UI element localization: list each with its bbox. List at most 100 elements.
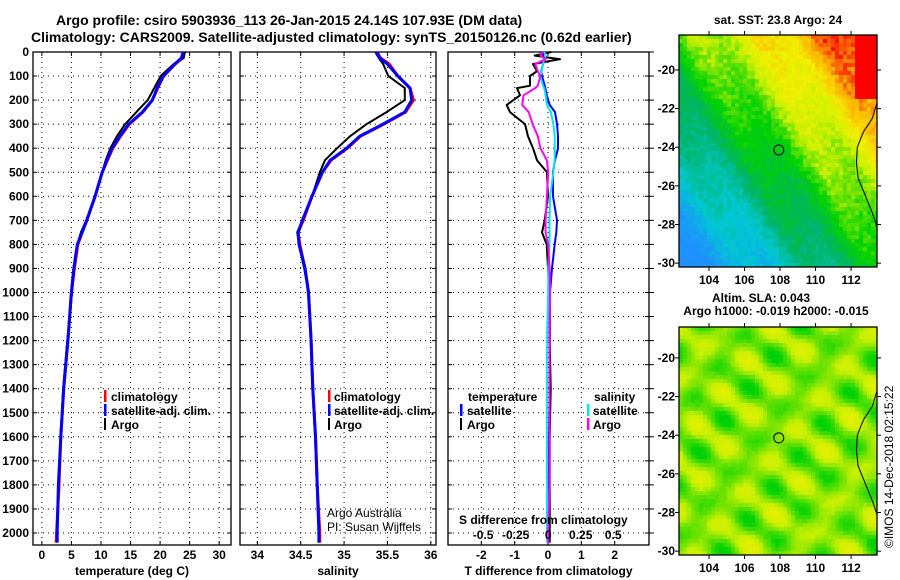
map-cell: [791, 375, 795, 379]
map-cell: [859, 235, 863, 239]
map-cell: [751, 263, 755, 267]
map-cell: [787, 75, 791, 79]
map-cell: [767, 207, 771, 211]
x-tick-label: 20: [153, 548, 167, 562]
map-cell: [787, 219, 791, 223]
map-cell: [795, 439, 799, 443]
map-cell: [751, 463, 755, 467]
map-cell: [783, 539, 787, 543]
map-cell: [763, 343, 767, 347]
x-axis-label: T difference from climatology: [464, 564, 632, 578]
map-cell: [795, 51, 799, 55]
map-cell: [795, 203, 799, 207]
map-cell: [767, 195, 771, 199]
map-cell: [715, 355, 719, 359]
map-cell: [867, 139, 871, 143]
map-cell: [707, 419, 711, 423]
map-cell: [679, 535, 683, 539]
map-cell: [683, 463, 687, 467]
map-cell: [823, 203, 827, 207]
map-cell: [739, 471, 743, 475]
map-cell: [791, 155, 795, 159]
map-cell: [763, 259, 767, 263]
map-cell: [719, 195, 723, 199]
map-cell: [755, 63, 759, 67]
map-cell: [847, 155, 851, 159]
map-cell: [695, 475, 699, 479]
map-cell: [731, 351, 735, 355]
map-cell: [771, 83, 775, 87]
map-cell: [771, 143, 775, 147]
x-tick-label: -2: [476, 548, 487, 562]
map-cell: [707, 75, 711, 79]
map-cell: [791, 59, 795, 63]
map-cell: [719, 87, 723, 91]
map-cell: [771, 327, 775, 331]
map-cell: [695, 171, 699, 175]
map-cell: [711, 343, 715, 347]
map-cell: [807, 83, 811, 87]
map-cell: [779, 111, 783, 115]
map-cell: [679, 235, 683, 239]
map-cell: [731, 427, 735, 431]
map-cell: [839, 139, 843, 143]
map-cell: [687, 471, 691, 475]
map-cell: [703, 475, 707, 479]
map-cell: [707, 71, 711, 75]
map-cell: [779, 239, 783, 243]
map-cell: [787, 363, 791, 367]
map-cell: [711, 403, 715, 407]
map-cell: [735, 419, 739, 423]
map-cell: [875, 147, 877, 151]
map-cell: [715, 219, 719, 223]
map-cell: [703, 139, 707, 143]
map-cell: [739, 479, 743, 483]
map-cell: [771, 363, 775, 367]
map-cell: [779, 119, 783, 123]
map-cell: [731, 503, 735, 507]
map-cell: [703, 491, 707, 495]
map-cell: [815, 151, 819, 155]
map-cell: [735, 527, 739, 531]
map-cell: [751, 543, 755, 547]
map-cell: [759, 403, 763, 407]
map-cell: [719, 339, 723, 343]
map-cell: [735, 415, 739, 419]
map-cell: [823, 131, 827, 135]
map-cell: [751, 363, 755, 367]
map-cell: [683, 475, 687, 479]
map-cell: [795, 247, 799, 251]
map-cell: [783, 391, 787, 395]
map-cell: [815, 235, 819, 239]
map-cell: [847, 107, 851, 111]
map-cell: [775, 403, 779, 407]
map-cell: [735, 423, 739, 427]
map-cell: [715, 399, 719, 403]
map-cell: [691, 423, 695, 427]
map-cell: [727, 431, 731, 435]
map-cell: [747, 183, 751, 187]
map-cell: [739, 47, 743, 51]
legend-swatch-t-satellite: [460, 404, 463, 416]
map-cell: [791, 403, 795, 407]
map-cell: [751, 335, 755, 339]
map-cell: [735, 523, 739, 527]
map-cell: [723, 163, 727, 167]
map-cell: [851, 235, 855, 239]
map-cell: [835, 139, 839, 143]
map-cell: [727, 51, 731, 55]
map-cell: [803, 239, 807, 243]
map-cell: [795, 243, 799, 247]
map-cell: [791, 447, 795, 451]
map-cell: [807, 207, 811, 211]
map-cell: [787, 155, 791, 159]
map-cell: [715, 55, 719, 59]
map-cell: [715, 187, 719, 191]
map-cell: [847, 143, 851, 147]
map-cell: [731, 415, 735, 419]
map-cell: [771, 343, 775, 347]
map-cell: [707, 519, 711, 523]
map-cell: [715, 443, 719, 447]
map-cell: [751, 191, 755, 195]
map-cell: [739, 107, 743, 111]
